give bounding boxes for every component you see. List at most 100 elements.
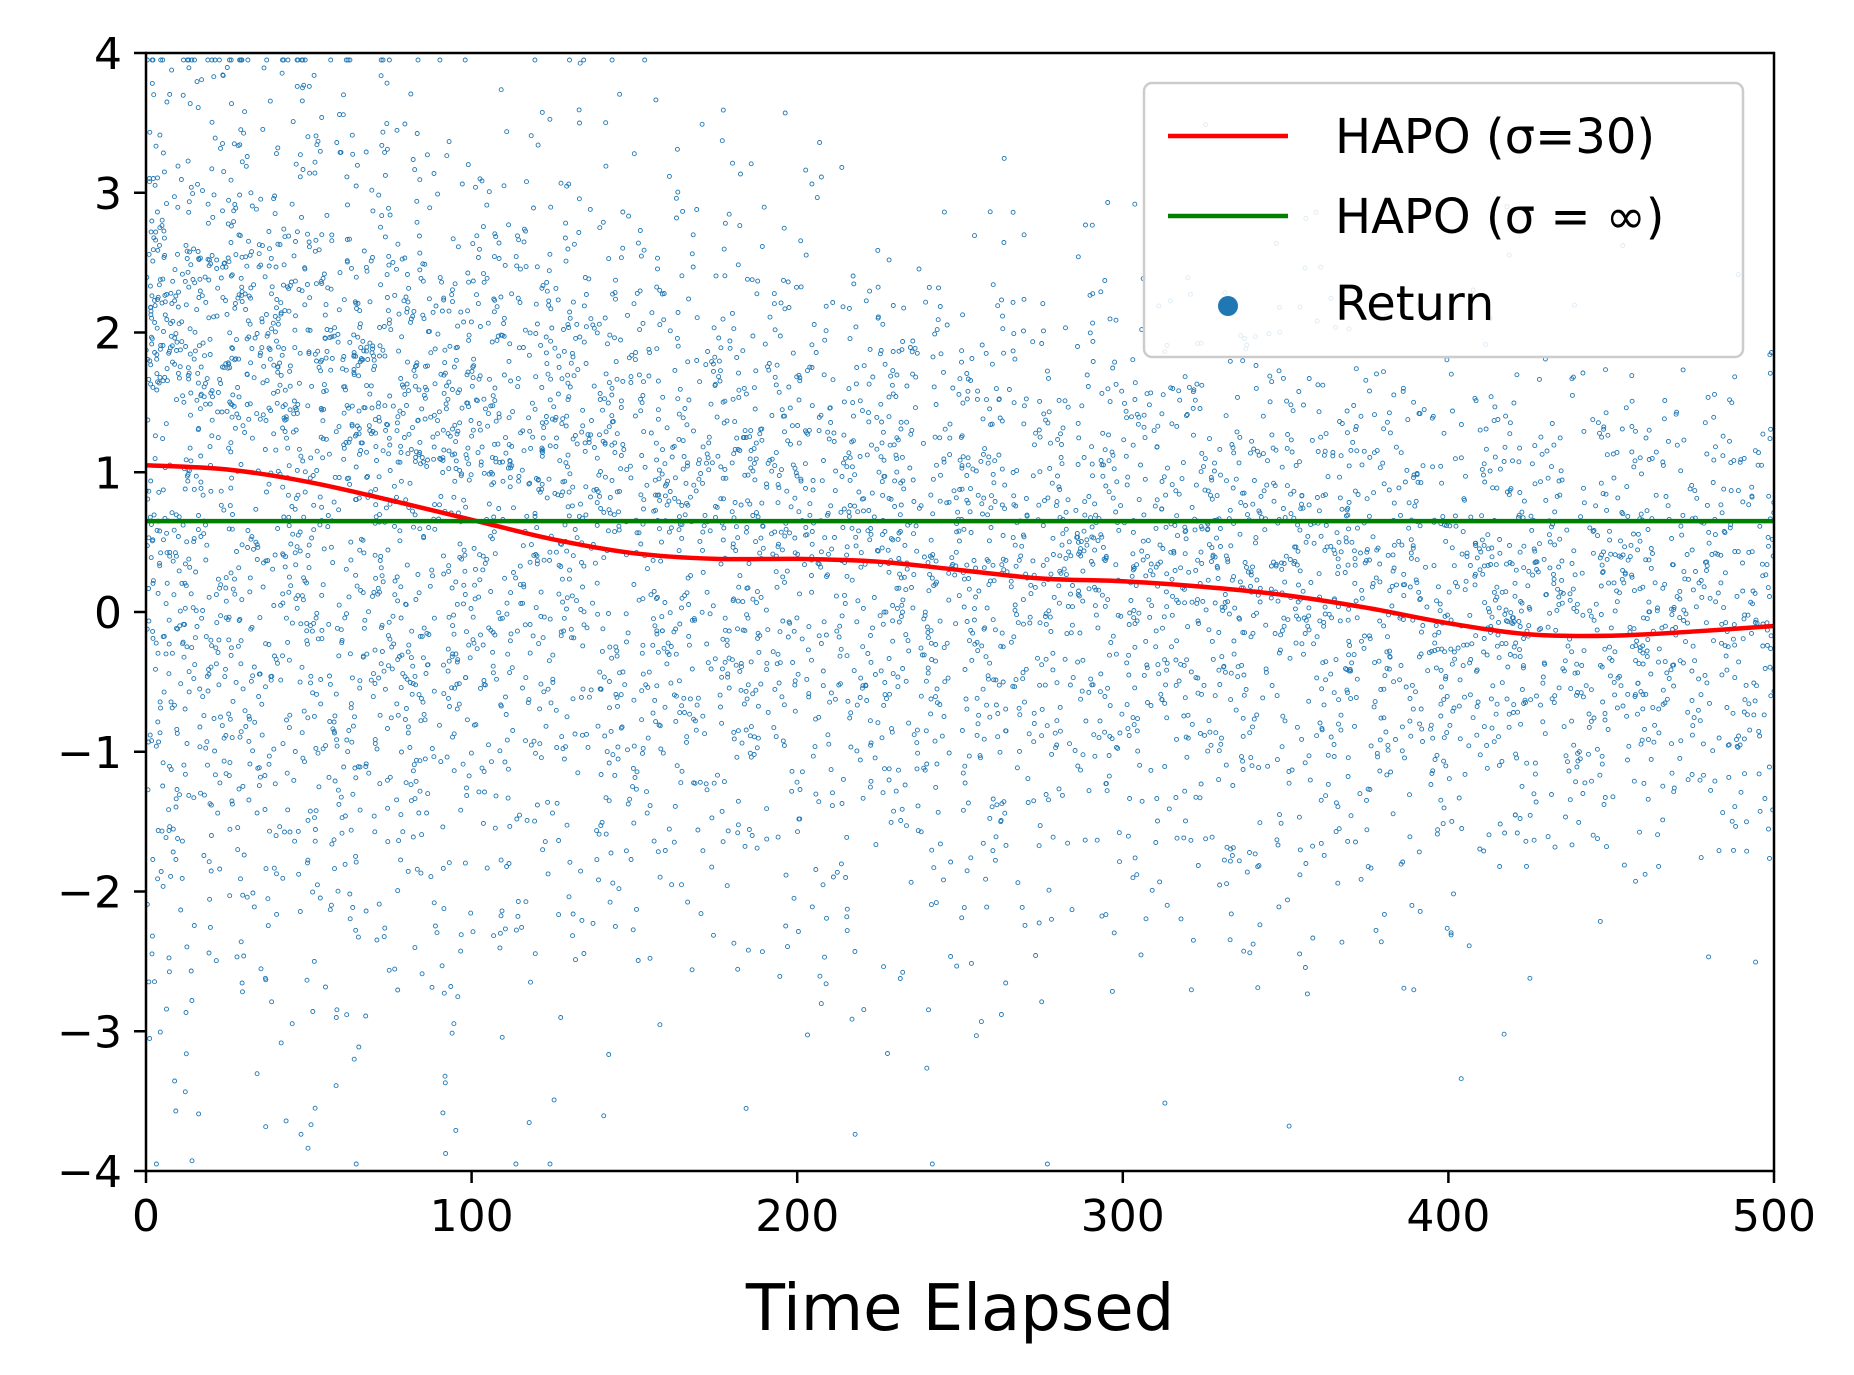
return-point [1205,488,1211,494]
return-point [580,643,586,649]
return-point [1250,501,1256,507]
return-point [1265,458,1270,464]
return-point [539,109,545,115]
return-point [341,354,347,359]
return-point [1660,687,1666,693]
return-point [344,611,349,617]
return-point [247,321,253,327]
return-point [681,695,687,701]
return-point [399,749,404,755]
return-point [336,307,342,313]
return-point [934,327,940,333]
return-point [775,500,781,506]
return-point [1128,598,1134,603]
return-point [1551,442,1557,448]
return-point [487,376,492,382]
return-point [350,791,356,797]
return-point [1302,965,1308,970]
return-point [1477,846,1483,852]
return-point [297,174,303,180]
return-point [1093,612,1099,618]
return-point [770,649,776,655]
return-point [263,866,269,872]
return-point [453,579,459,585]
return-point [1398,450,1404,456]
return-point [1689,698,1695,703]
return-point [744,276,750,282]
return-point [561,628,567,634]
return-point [374,746,380,752]
return-point [1199,450,1205,456]
return-point [1472,573,1478,579]
return-point [1591,715,1597,721]
return-point [736,370,741,376]
return-point [182,278,188,284]
return-point [195,380,201,386]
return-point [1195,618,1201,624]
return-point [960,312,966,318]
return-point [1492,597,1498,603]
return-point [1582,780,1588,786]
return-point [868,778,874,784]
return-point [1470,715,1476,721]
return-point [269,326,274,332]
return-point [492,441,497,447]
return-point [1651,739,1657,745]
return-point [613,296,618,302]
return-point [617,488,622,494]
return-point [306,239,312,245]
return-point [1021,421,1027,427]
return-point [1111,466,1117,472]
return-point [1173,682,1179,688]
return-point [353,183,359,189]
return-point [992,857,998,863]
return-point [1384,649,1390,655]
return-point [1430,735,1436,741]
return-point [1604,452,1610,458]
return-point [287,829,293,835]
return-point [1408,733,1414,739]
return-point [1162,764,1168,769]
return-point [349,739,355,745]
return-point [446,448,452,454]
return-point [323,436,329,442]
return-point [655,378,661,384]
return-point [985,512,991,518]
return-point [182,771,188,777]
return-point [1540,674,1546,680]
return-point [534,321,540,327]
return-point [305,715,311,721]
return-point [1329,615,1335,621]
return-point [1010,470,1016,475]
return-point [1723,620,1729,626]
return-point [305,817,311,823]
return-point [395,459,401,465]
return-point [1199,526,1205,532]
return-point [639,717,645,723]
return-point [377,781,383,787]
return-point [1062,398,1068,404]
return-point [1010,683,1016,689]
return-point [651,838,657,844]
return-point [391,483,397,489]
return-point [662,493,668,499]
return-point [293,562,299,568]
return-point [420,655,426,661]
return-point [435,191,441,197]
return-point [227,716,233,722]
return-point [1335,564,1341,570]
return-point [1010,348,1016,354]
return-point [1157,879,1163,885]
return-point [272,552,278,558]
return-point [648,430,654,436]
return-point [592,560,598,566]
return-point [1713,599,1719,605]
return-point [1121,437,1127,443]
return-point [914,548,920,554]
return-point [753,440,759,446]
return-point [852,472,858,478]
return-point [610,291,616,297]
return-point [439,963,445,969]
return-point [410,425,415,431]
return-point [445,668,451,674]
